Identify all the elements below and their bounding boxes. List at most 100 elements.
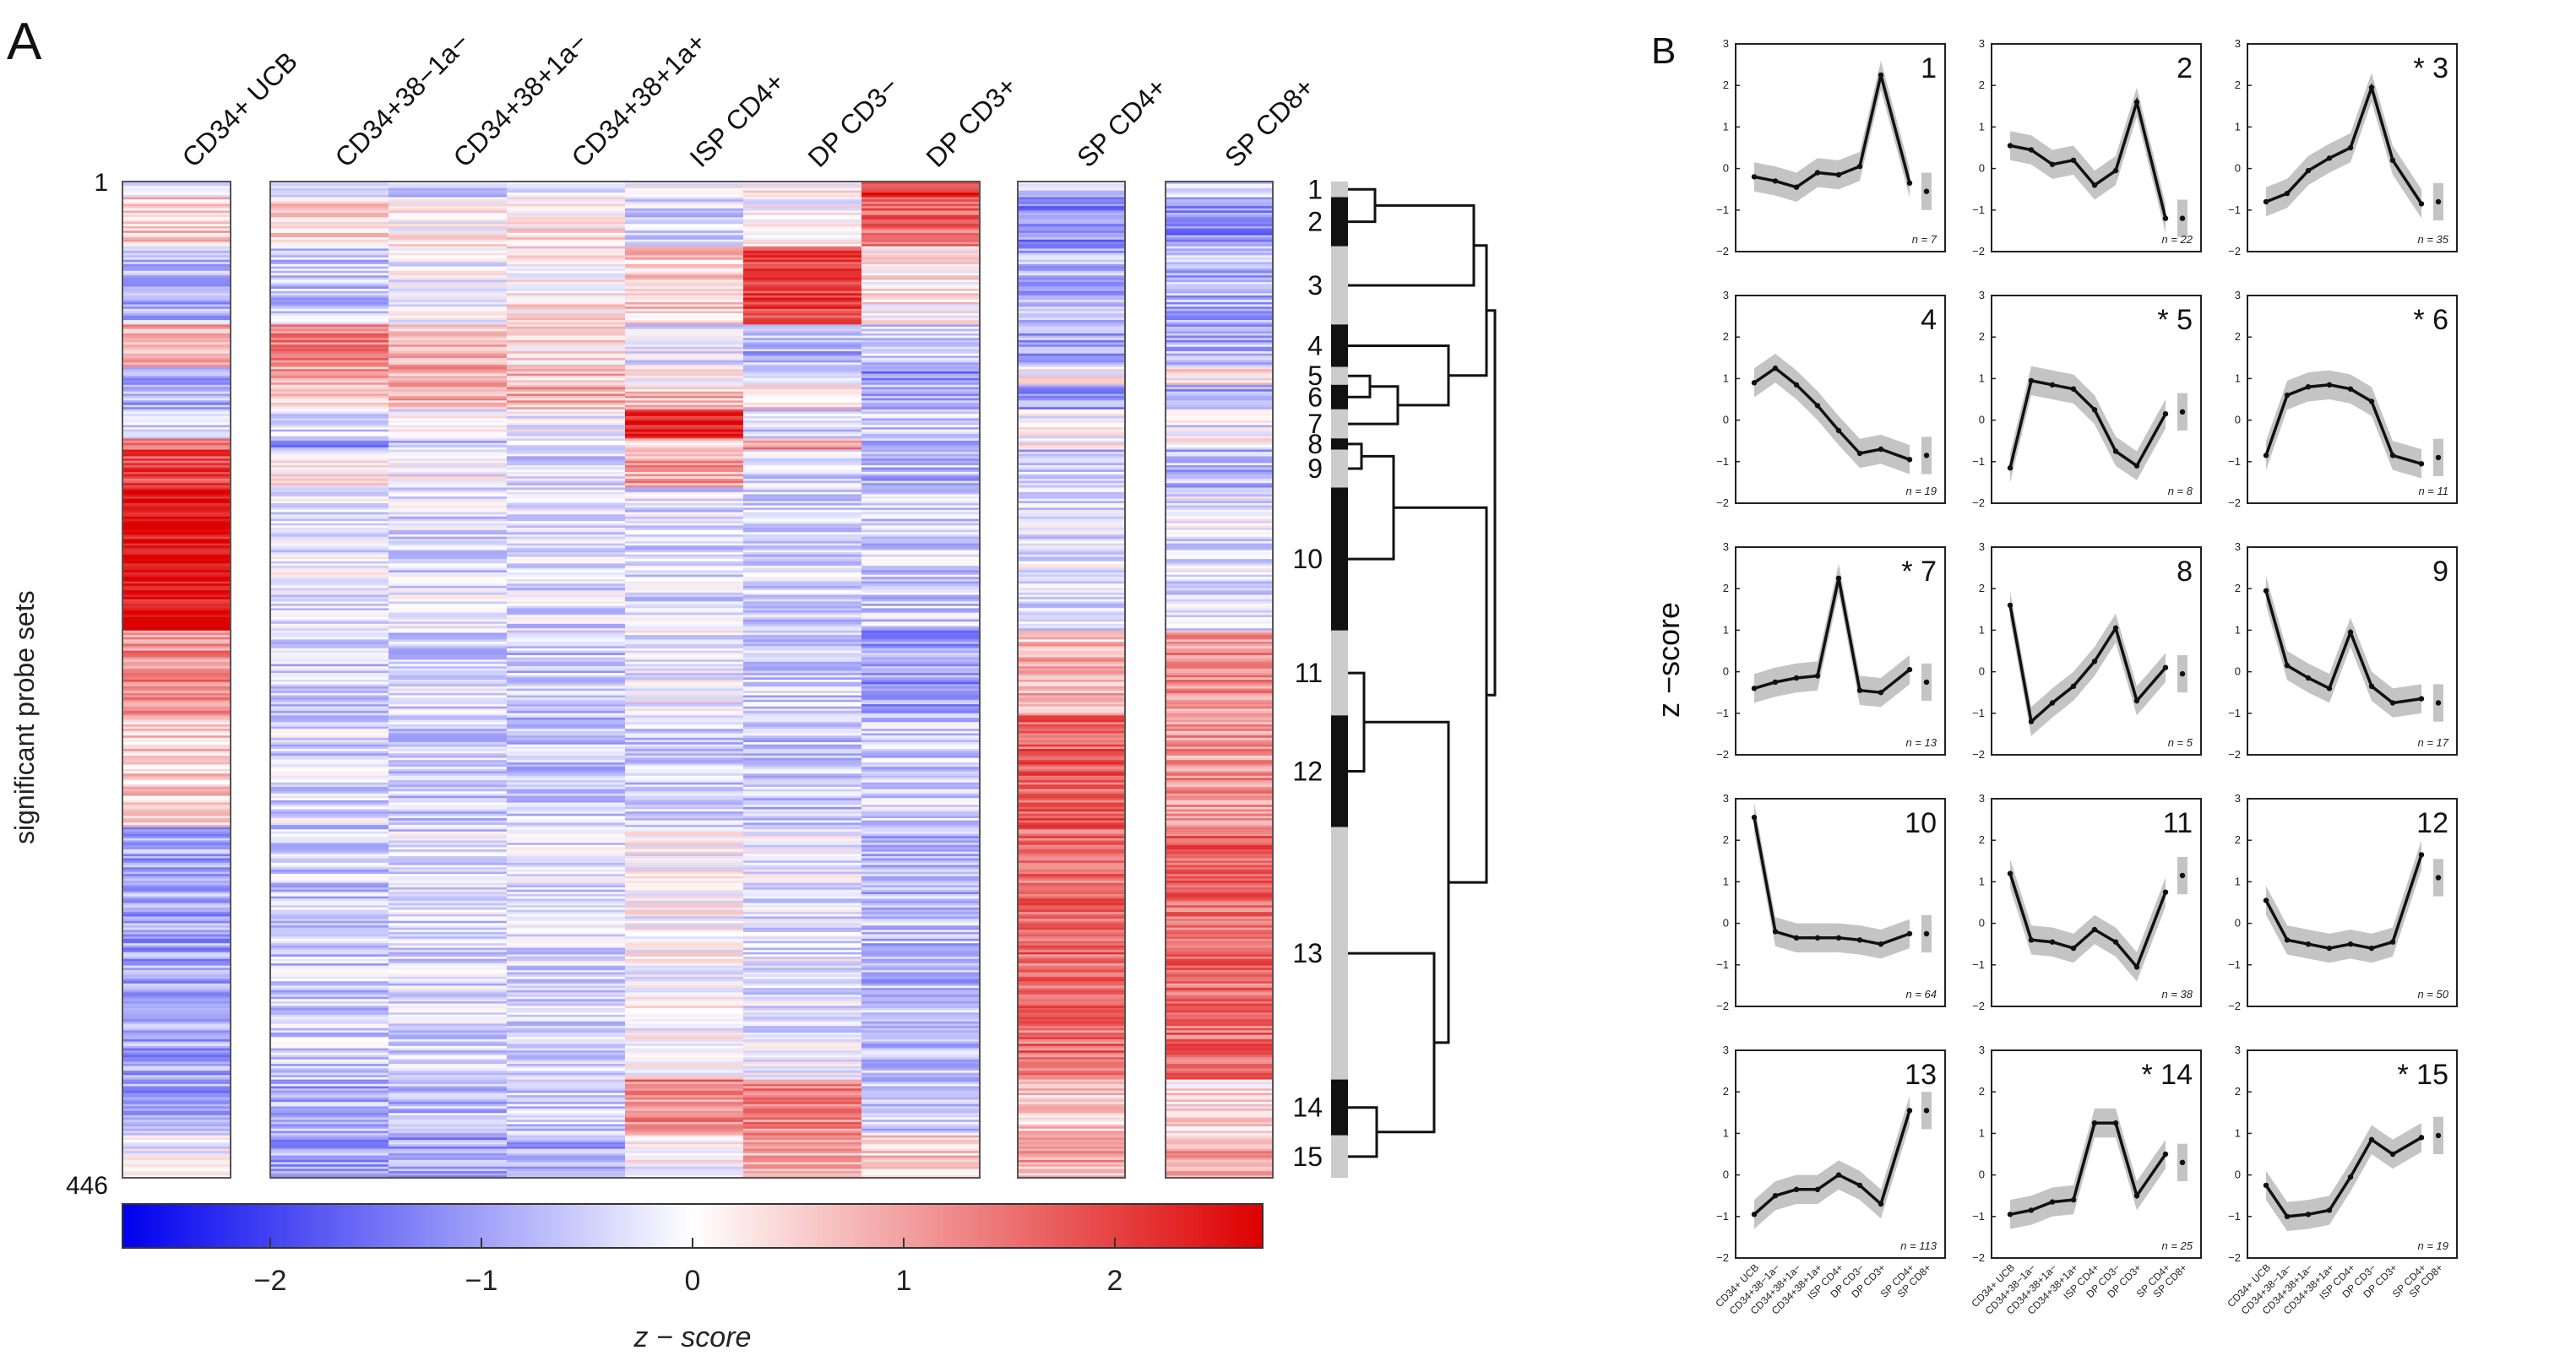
heatmap-cell [122,677,231,681]
heatmap-cell [1018,945,1125,948]
heatmap-cell [1166,588,1273,591]
heatmap-cell [1018,235,1125,238]
heatmap-cell [270,1014,389,1017]
heatmap-cell [1166,400,1273,404]
heatmap-cell [122,335,231,339]
heatmap-cell [743,670,861,674]
heatmap-cell [743,1083,861,1087]
heatmap-cell [122,1061,231,1065]
colorbar-ticks: −2 −1 0 1 2 [254,1238,1122,1297]
heatmap-cell [507,916,625,919]
heatmap-cell [122,351,231,355]
heatmap-cell [743,688,861,691]
heatmap-cell [625,995,743,998]
heatmap-cell [270,474,389,477]
heatmap-cell [625,490,743,493]
heatmap-cell [743,373,861,377]
heatmap-cell [1166,467,1273,470]
heatmap-cell [270,1164,389,1168]
heatmap-cell [1018,724,1125,727]
heatmap-cell [389,675,507,678]
heatmap-cell [1166,829,1273,832]
heatmap-cell [861,1131,980,1134]
heatmap-cell [861,1021,980,1024]
heatmap-cell [1018,322,1125,325]
profile-point [2418,1135,2425,1141]
heatmap-cell [1018,1126,1125,1130]
heatmap-cell [507,854,625,857]
heatmap-cell [270,945,389,948]
heatmap-cell [625,737,743,740]
cluster-number: 6 [1307,382,1323,412]
heatmap-cell [625,806,743,810]
profile-line [2008,873,2167,970]
heatmap-cell [270,1097,389,1100]
heatmap-cell [122,681,231,685]
heatmap-cell [507,764,625,767]
heatmap-cell [743,757,861,761]
heatmap-cell [625,232,743,236]
heatmap-cell [507,183,625,187]
heatmap-cell [270,514,389,518]
heatmap-cell [861,1121,980,1125]
profile-point [2049,382,2056,388]
heatmap-cell [270,892,389,895]
heatmap-cell [625,874,743,877]
heatmap-cell [861,717,980,721]
heatmap-cell [507,491,625,495]
heatmap-cell [861,186,980,189]
heatmap-cell [743,704,861,708]
heatmap-cell [1166,210,1273,214]
profile-point [1814,673,1821,679]
heatmap-cell [861,952,980,955]
heatmap-cell [122,919,231,922]
heatmap-cell [743,780,861,784]
heatmap-cell [389,300,507,303]
heatmap-cell [122,768,231,772]
heatmap-cell [507,469,625,473]
heatmap-cell [861,903,980,906]
heatmap-cell [625,871,743,875]
heatmap-cell [625,692,743,696]
profile-point [1878,1201,1884,1207]
heatmap-cell [389,393,507,397]
heatmap-cell [507,1110,625,1114]
heatmap-cell [122,983,231,986]
heatmap-cell [861,213,980,216]
heatmap-cell [1166,282,1273,285]
profile-point [1835,171,1842,178]
heatmap-cell [861,816,980,819]
heatmap-cell [861,670,980,674]
heatmap-cell [625,268,743,272]
heatmap-cell [270,1075,389,1078]
heatmap-cell [507,780,625,784]
profile-point [2326,945,2333,952]
heatmap-cell [389,976,507,979]
heatmap-cell [270,876,389,879]
heatmap-cell [625,1071,743,1074]
heatmap-cell [625,487,743,491]
heatmap-cell [389,639,507,643]
heatmap-cell [270,952,389,955]
heatmap-cell [122,567,231,571]
heatmap-cell [625,570,743,573]
cluster-label: 10 [1905,807,1937,839]
heatmap-cell [1166,983,1273,986]
heatmap-cell [270,1071,389,1074]
profile-point [2263,453,2269,458]
heatmap-cell [389,1045,507,1049]
heatmap-cell [122,425,231,428]
heatmap-cell [270,525,389,529]
heatmap-cell [389,1162,507,1165]
heatmap-cell [389,876,507,879]
heatmap-cell [389,995,507,998]
heatmap-cell [1018,1068,1125,1071]
heatmap-cell [122,273,231,276]
heatmap-cell [743,1026,861,1029]
heatmap-cell [122,228,231,231]
heatmap-cell [122,740,231,743]
heatmap-cell [625,604,743,607]
heatmap-cell [625,820,743,823]
heatmap-cell [861,892,980,895]
heatmap-cell [625,501,743,504]
